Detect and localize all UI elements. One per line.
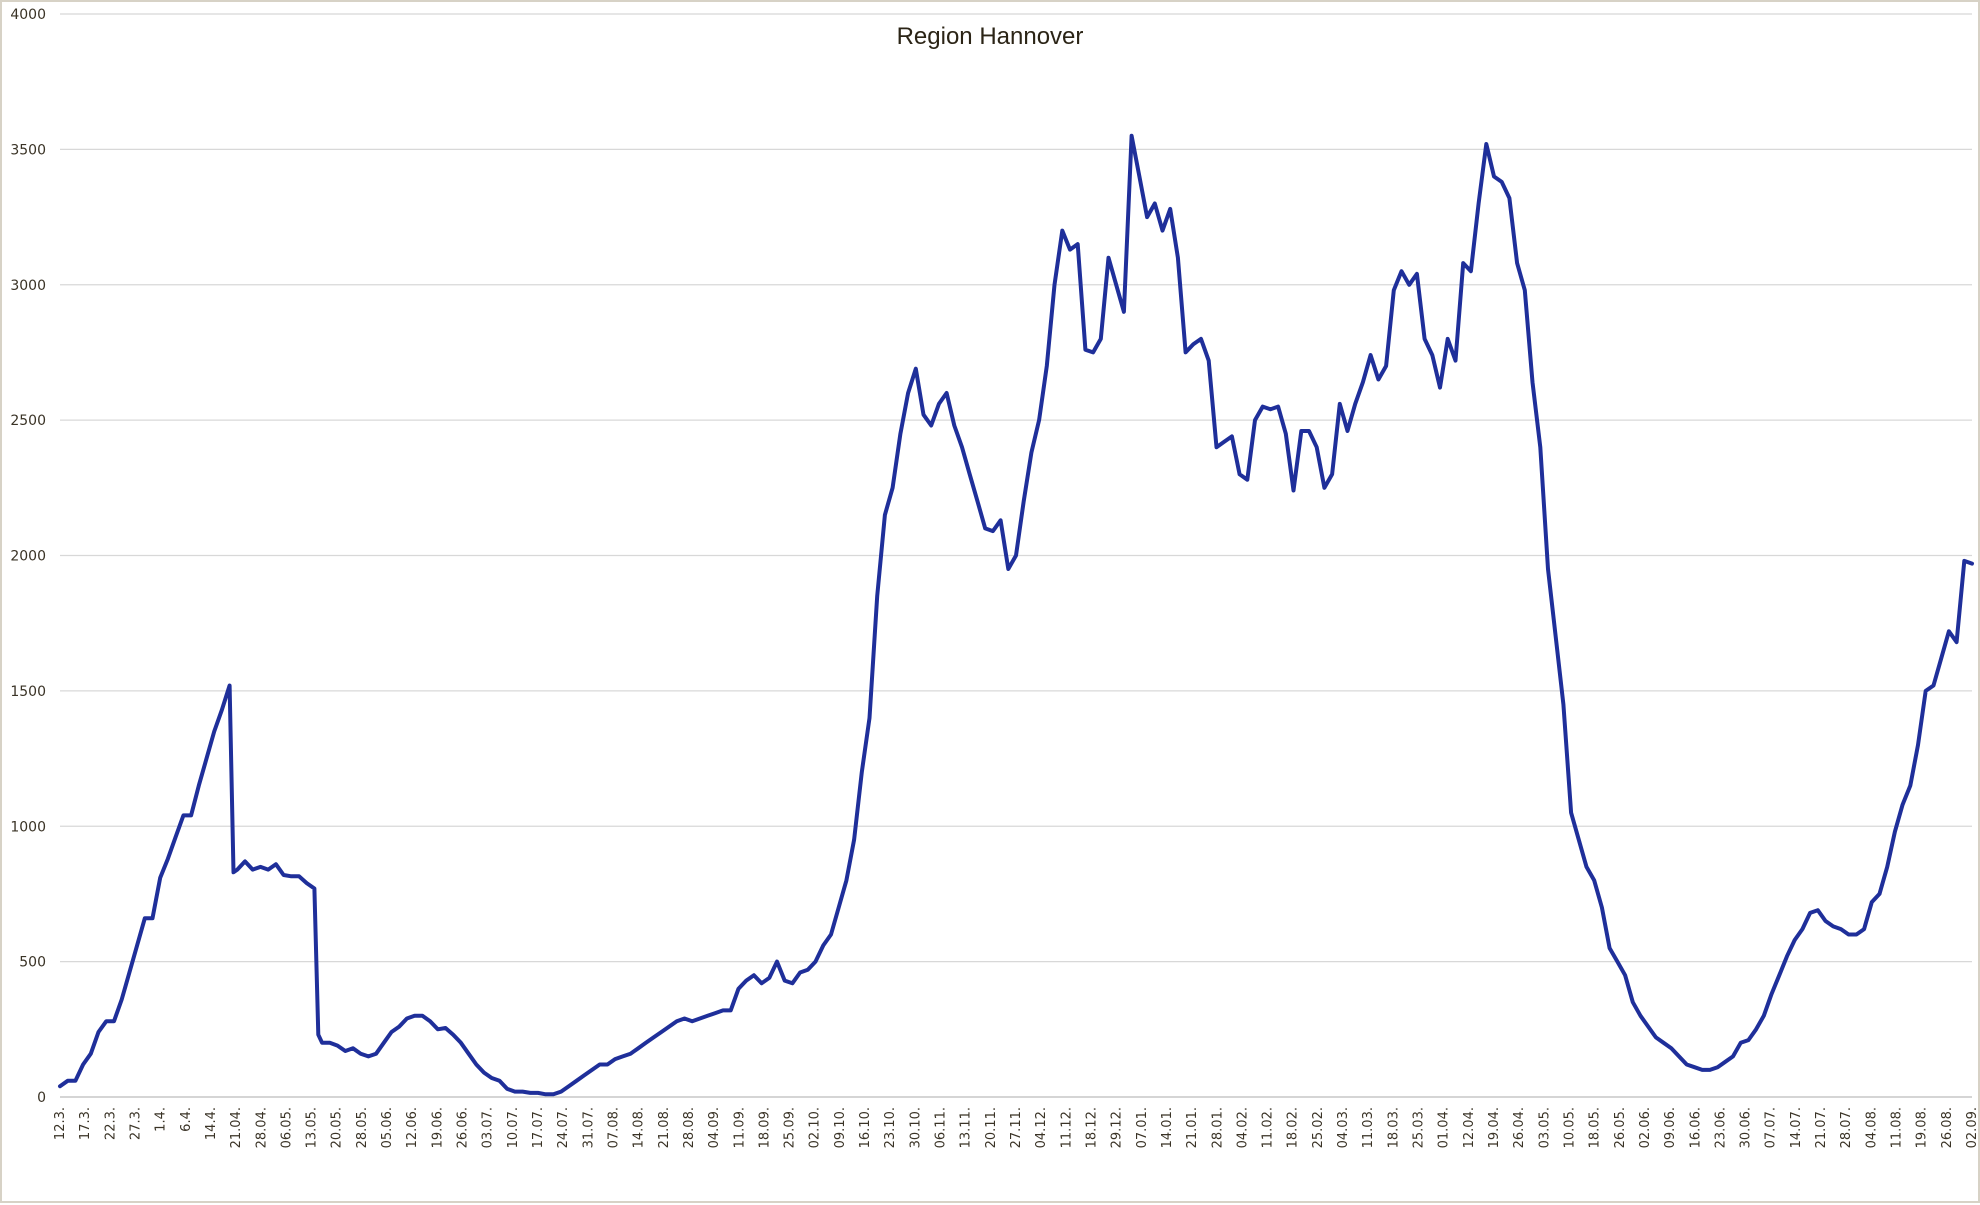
x-tick-label: 19.04.	[1487, 1107, 1502, 1148]
x-tick-label: 30.10.	[908, 1107, 923, 1148]
y-tick-label: 4000	[10, 7, 46, 23]
x-tick-label: 06.05.	[279, 1107, 294, 1148]
x-tick-label: 17.07.	[531, 1107, 546, 1148]
x-tick-label: 25.02.	[1311, 1107, 1326, 1148]
x-tick-label: 07.07.	[1764, 1107, 1779, 1148]
x-tick-label: 18.03.	[1386, 1107, 1401, 1148]
x-tick-label: 12.04.	[1462, 1107, 1477, 1148]
x-tick-label: 07.01.	[1135, 1107, 1150, 1148]
x-tick-label: 24.07.	[556, 1107, 571, 1148]
x-tick-label: 17.3.	[78, 1107, 93, 1140]
x-tick-label: 21.04.	[229, 1107, 244, 1148]
series-line	[58, 133, 1974, 1097]
y-tick-label: 2000	[10, 549, 46, 565]
x-tick-label: 02.06.	[1638, 1107, 1653, 1148]
series-layer	[58, 133, 1974, 1097]
x-tick-label: 02.09.	[1965, 1107, 1980, 1148]
x-tick-label: 31.07.	[581, 1107, 596, 1148]
y-tick-label: 500	[19, 955, 46, 971]
x-tick-label: 27.11.	[1009, 1107, 1024, 1148]
x-tick-label: 23.10.	[883, 1107, 898, 1148]
x-tick-label: 23.06.	[1713, 1107, 1728, 1148]
x-tick-label: 02.10.	[808, 1107, 823, 1148]
x-tick-label: 28.01.	[1210, 1107, 1225, 1148]
x-axis-ticks: 12.3. 17.3. 22.3. 27.3. 1.4. 6.4. 14.4. 21.04. 2…	[53, 1107, 1980, 1148]
x-tick-label: 28.07.	[1839, 1107, 1854, 1148]
y-tick-label: 1500	[10, 684, 46, 700]
x-tick-label: 11.09.	[732, 1107, 747, 1148]
y-tick-label: 3500	[10, 142, 46, 158]
x-tick-label: 26.05.	[1613, 1107, 1628, 1148]
x-tick-label: 16.10.	[858, 1107, 873, 1148]
x-tick-label: 26.08.	[1940, 1107, 1955, 1148]
x-tick-label: 11.08.	[1890, 1107, 1905, 1148]
x-tick-label: 14.01.	[1160, 1107, 1175, 1148]
x-tick-label: 1.4.	[154, 1107, 169, 1132]
x-tick-label: 14.08.	[632, 1107, 647, 1148]
x-tick-label: 6.4.	[179, 1107, 194, 1132]
x-tick-label: 09.06.	[1663, 1107, 1678, 1148]
x-tick-label: 03.07.	[481, 1107, 496, 1148]
x-tick-label: 14.07.	[1789, 1107, 1804, 1148]
y-tick-label: 0	[37, 1090, 46, 1106]
x-tick-label: 18.09.	[757, 1107, 772, 1148]
x-tick-label: 21.01.	[1185, 1107, 1200, 1148]
x-tick-label: 27.3.	[128, 1107, 143, 1140]
x-tick-label: 12.06.	[405, 1107, 420, 1148]
x-tick-label: 12.3.	[53, 1107, 68, 1140]
x-tick-label: 16.06.	[1688, 1107, 1703, 1148]
x-tick-label: 04.12.	[1034, 1107, 1049, 1148]
x-tick-label: 21.08.	[657, 1107, 672, 1148]
x-tick-label: 18.02.	[1286, 1107, 1301, 1148]
x-tick-label: 29.12.	[1110, 1107, 1125, 1148]
x-tick-label: 25.03.	[1412, 1107, 1427, 1148]
x-tick-label: 09.10.	[833, 1107, 848, 1148]
y-tick-label: 1000	[10, 819, 46, 835]
x-tick-label: 11.02.	[1261, 1107, 1276, 1148]
x-tick-label: 26.06.	[456, 1107, 471, 1148]
y-tick-label: 2500	[10, 413, 46, 429]
x-tick-label: 28.05.	[355, 1107, 370, 1148]
x-tick-label: 06.11.	[934, 1107, 949, 1148]
x-tick-label: 03.05.	[1537, 1107, 1552, 1148]
x-tick-label: 28.08.	[682, 1107, 697, 1148]
gridlines	[60, 13, 1972, 963]
x-tick-label: 13.05.	[305, 1107, 320, 1148]
x-tick-label: 04.08.	[1864, 1107, 1879, 1148]
x-tick-label: 20.11.	[984, 1107, 999, 1148]
x-tick-label: 18.05.	[1588, 1107, 1603, 1148]
x-tick-label: 19.08.	[1915, 1107, 1930, 1148]
x-tick-label: 04.03.	[1336, 1107, 1351, 1148]
x-tick-label: 10.05.	[1562, 1107, 1577, 1148]
y-tick-label: 3000	[10, 278, 46, 294]
y-axis-ticks: 0 500 1000 1500 2000 2500 3000 3500 4000	[10, 7, 46, 1106]
x-tick-label: 11.12.	[1059, 1107, 1074, 1148]
x-tick-label: 20.05.	[330, 1107, 345, 1148]
chart-title: Region Hannover	[897, 23, 1084, 50]
x-tick-label: 18.12.	[1084, 1107, 1099, 1148]
x-tick-label: 14.4.	[204, 1107, 219, 1140]
x-tick-label: 04.02.	[1235, 1107, 1250, 1148]
x-tick-label: 21.07.	[1814, 1107, 1829, 1148]
x-tick-label: 22.3.	[103, 1107, 118, 1140]
x-tick-label: 19.06.	[430, 1107, 445, 1148]
x-tick-label: 26.04.	[1512, 1107, 1527, 1148]
x-tick-label: 07.08.	[606, 1107, 621, 1148]
x-tick-label: 04.09.	[707, 1107, 722, 1148]
x-tick-label: 11.03.	[1361, 1107, 1376, 1148]
x-tick-label: 13.11.	[959, 1107, 974, 1148]
x-tick-label: 01.04.	[1437, 1107, 1452, 1148]
x-tick-label: 25.09.	[783, 1107, 798, 1148]
x-tick-label: 28.04.	[254, 1107, 269, 1148]
x-tick-label: 30.06.	[1739, 1107, 1754, 1148]
x-tick-label: 10.07.	[506, 1107, 521, 1148]
x-tick-label: 05.06.	[380, 1107, 395, 1148]
